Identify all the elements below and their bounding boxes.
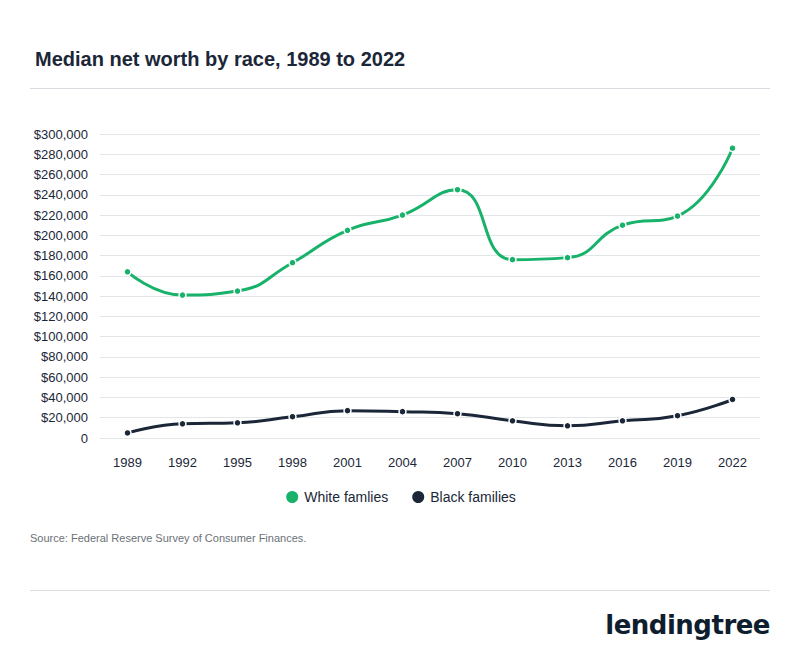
svg-text:$80,000: $80,000 [41,349,88,364]
svg-text:2013: 2013 [553,455,582,470]
html-text:lendingtree: lendingtree [605,610,770,640]
svg-text:$20,000: $20,000 [41,410,88,425]
svg-text:0: 0 [81,431,88,446]
svg-text:2004: 2004 [388,455,417,470]
svg-text:$180,000: $180,000 [34,248,88,263]
svg-text:$100,000: $100,000 [34,329,88,344]
svg-text:Median net worth by race, 1989: Median net worth by race, 1989 to 2022 [35,48,405,70]
svg-text:$140,000: $140,000 [34,289,88,304]
html-text:Source: Federal Reserve Survey: Source: Federal Reserve Survey of Consum… [30,532,307,544]
svg-text:1998: 1998 [278,455,307,470]
svg-text:$200,000: $200,000 [34,228,88,243]
svg-text:$220,000: $220,000 [34,208,88,223]
svg-text:Black families: Black families [430,489,516,505]
svg-text:2010: 2010 [498,455,527,470]
svg-text:2016: 2016 [608,455,637,470]
svg-text:2022: 2022 [718,455,747,470]
svg-text:$280,000: $280,000 [34,147,88,162]
svg-text:2007: 2007 [443,455,472,470]
svg-text:1989: 1989 [113,455,142,470]
svg-text:2019: 2019 [663,455,692,470]
svg-text:1992: 1992 [168,455,197,470]
svg-text:$120,000: $120,000 [34,309,88,324]
svg-text:2001: 2001 [333,455,362,470]
svg-text:$300,000: $300,000 [34,127,88,142]
svg-text:White famlies: White famlies [304,489,388,505]
svg-text:$240,000: $240,000 [34,187,88,202]
svg-text:$160,000: $160,000 [34,268,88,283]
svg-text:$40,000: $40,000 [41,390,88,405]
svg-text:$260,000: $260,000 [34,167,88,182]
svg-text:1995: 1995 [223,455,252,470]
svg-text:$60,000: $60,000 [41,370,88,385]
